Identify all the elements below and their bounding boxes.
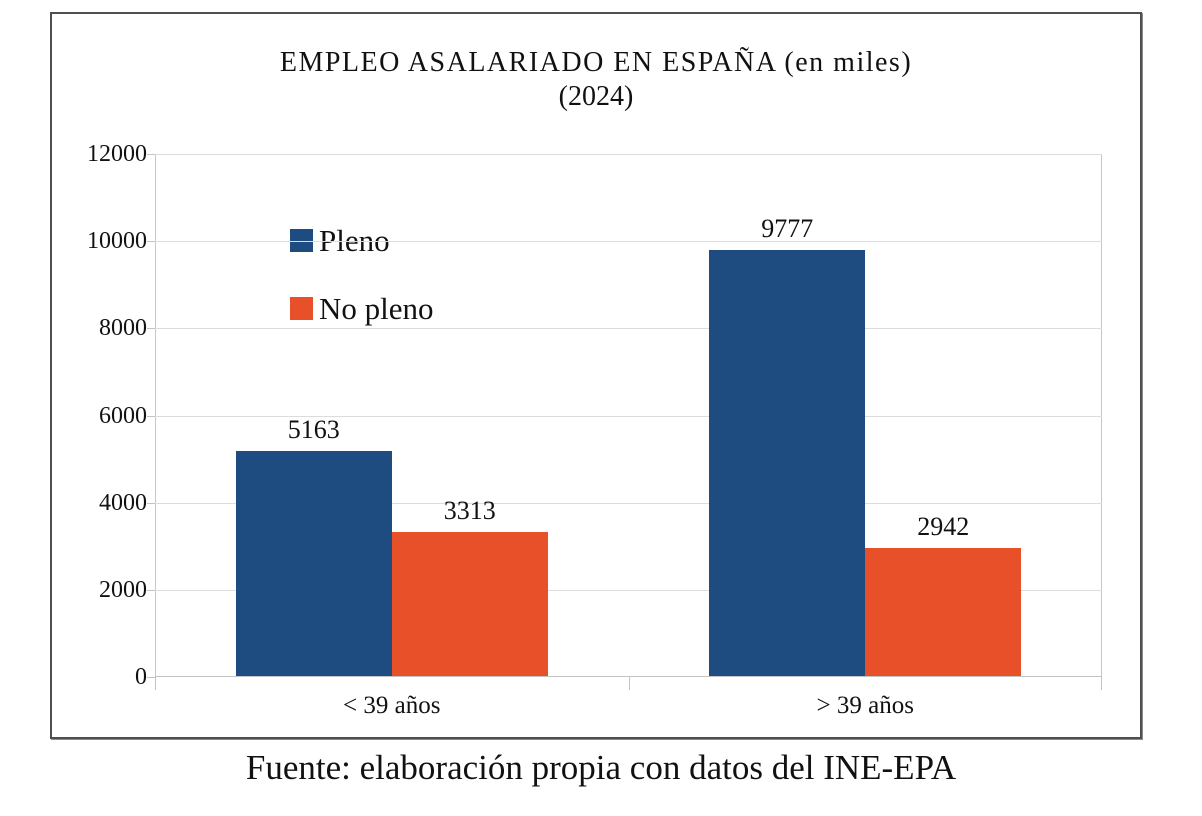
bar-no-pleno-cat1 [865, 547, 1022, 676]
gridline-6000 [155, 415, 1102, 417]
y-tick-4000 [147, 502, 155, 504]
legend-item-pleno: Pleno [290, 225, 434, 256]
gridline-10000 [155, 241, 1102, 243]
y-tick-6000 [147, 415, 155, 417]
y-axis-label-12000: 12000 [87, 141, 147, 167]
data-label-pleno-cat0: 5163 [287, 414, 340, 444]
bar-no-pleno-cat0 [391, 531, 548, 676]
y-axis-label-4000: 4000 [99, 489, 147, 516]
chart-title: EMPLEO ASALARIADO EN ESPAÑA (en miles) [279, 47, 913, 78]
bar-pleno-cat1 [709, 249, 866, 676]
x-axis-label-0: < 39 años [343, 692, 441, 719]
y-tick-8000 [147, 328, 155, 330]
chart-subtitle: (2024) [558, 81, 634, 112]
y-axis-label-0: 0 [135, 664, 147, 690]
y-axis-label-8000: 8000 [99, 315, 147, 342]
legend-swatch-pleno [290, 228, 313, 252]
x-boundary-tick-2 [1101, 677, 1102, 690]
legend-label-no-pleno: No pleno [319, 290, 434, 326]
gridline-12000 [155, 154, 1102, 155]
x-boundary-tick-0 [155, 677, 156, 690]
chart-title-block: EMPLEO ASALARIADO EN ESPAÑA (en miles) (… [52, 46, 1140, 114]
data-label-no-pleno-cat1: 2942 [917, 511, 970, 541]
legend-label-pleno: Pleno [319, 222, 390, 258]
y-axis-label-10000: 10000 [87, 228, 147, 255]
y-tick-2000 [147, 589, 155, 591]
gridline-4000 [155, 502, 1102, 504]
legend-item-no-pleno: No pleno [290, 293, 434, 324]
legend: Pleno No pleno [290, 225, 434, 364]
gridline-2000 [155, 589, 1102, 591]
source-note: Fuente: elaboración propia con datos del… [245, 748, 957, 787]
y-tick-12000 [147, 154, 155, 155]
data-label-pleno-cat1: 9777 [761, 213, 814, 243]
x-boundary-tick-1 [628, 677, 630, 690]
y-tick-10000 [147, 241, 155, 243]
plot-area: Pleno No pleno 0 2000 4000 6000 8000 10000 1200… [87, 142, 1102, 719]
legend-swatch-no-pleno [290, 296, 313, 320]
x-axis-line [155, 676, 1102, 677]
chart-frame: EMPLEO ASALARIADO EN ESPAÑA (en miles) (… [50, 12, 1142, 739]
gridline-8000 [155, 328, 1102, 330]
data-label-no-pleno-cat0: 3313 [443, 495, 496, 525]
y-tick-0 [147, 677, 155, 678]
y-axis-label-6000: 6000 [99, 402, 147, 429]
x-axis-label-1: > 39 años [816, 692, 914, 719]
y-axis-label-2000: 2000 [99, 576, 147, 603]
bar-pleno-cat0 [235, 450, 392, 676]
